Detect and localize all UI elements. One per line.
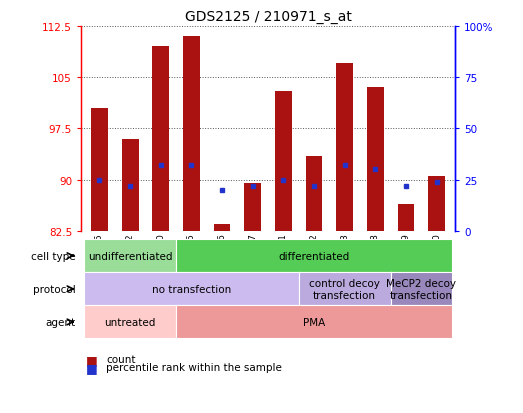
Text: undifferentiated: undifferentiated <box>88 251 173 261</box>
Bar <box>275 92 292 231</box>
Bar <box>152 47 169 231</box>
Text: count: count <box>106 354 135 364</box>
Title: GDS2125 / 210971_s_at: GDS2125 / 210971_s_at <box>185 10 351 24</box>
Bar <box>336 64 353 231</box>
Text: protocol: protocol <box>33 284 76 294</box>
Bar <box>367 88 384 231</box>
Bar <box>428 177 445 231</box>
Bar <box>244 183 261 231</box>
Text: MeCP2 decoy
transfection: MeCP2 decoy transfection <box>386 278 456 300</box>
Text: agent: agent <box>46 317 76 327</box>
Text: cell type: cell type <box>31 251 76 261</box>
Text: differentiated: differentiated <box>278 251 350 261</box>
Bar <box>305 156 323 231</box>
Text: PMA: PMA <box>303 317 325 327</box>
Text: percentile rank within the sample: percentile rank within the sample <box>106 363 282 373</box>
Text: no transfection: no transfection <box>152 284 231 294</box>
Bar <box>213 225 231 231</box>
Text: ■: ■ <box>86 361 98 374</box>
Bar <box>91 109 108 231</box>
Text: control decoy
transfection: control decoy transfection <box>309 278 380 300</box>
Text: ■: ■ <box>86 353 98 366</box>
Bar <box>122 139 139 231</box>
Text: untreated: untreated <box>105 317 156 327</box>
Bar <box>397 204 414 231</box>
Bar <box>183 37 200 231</box>
